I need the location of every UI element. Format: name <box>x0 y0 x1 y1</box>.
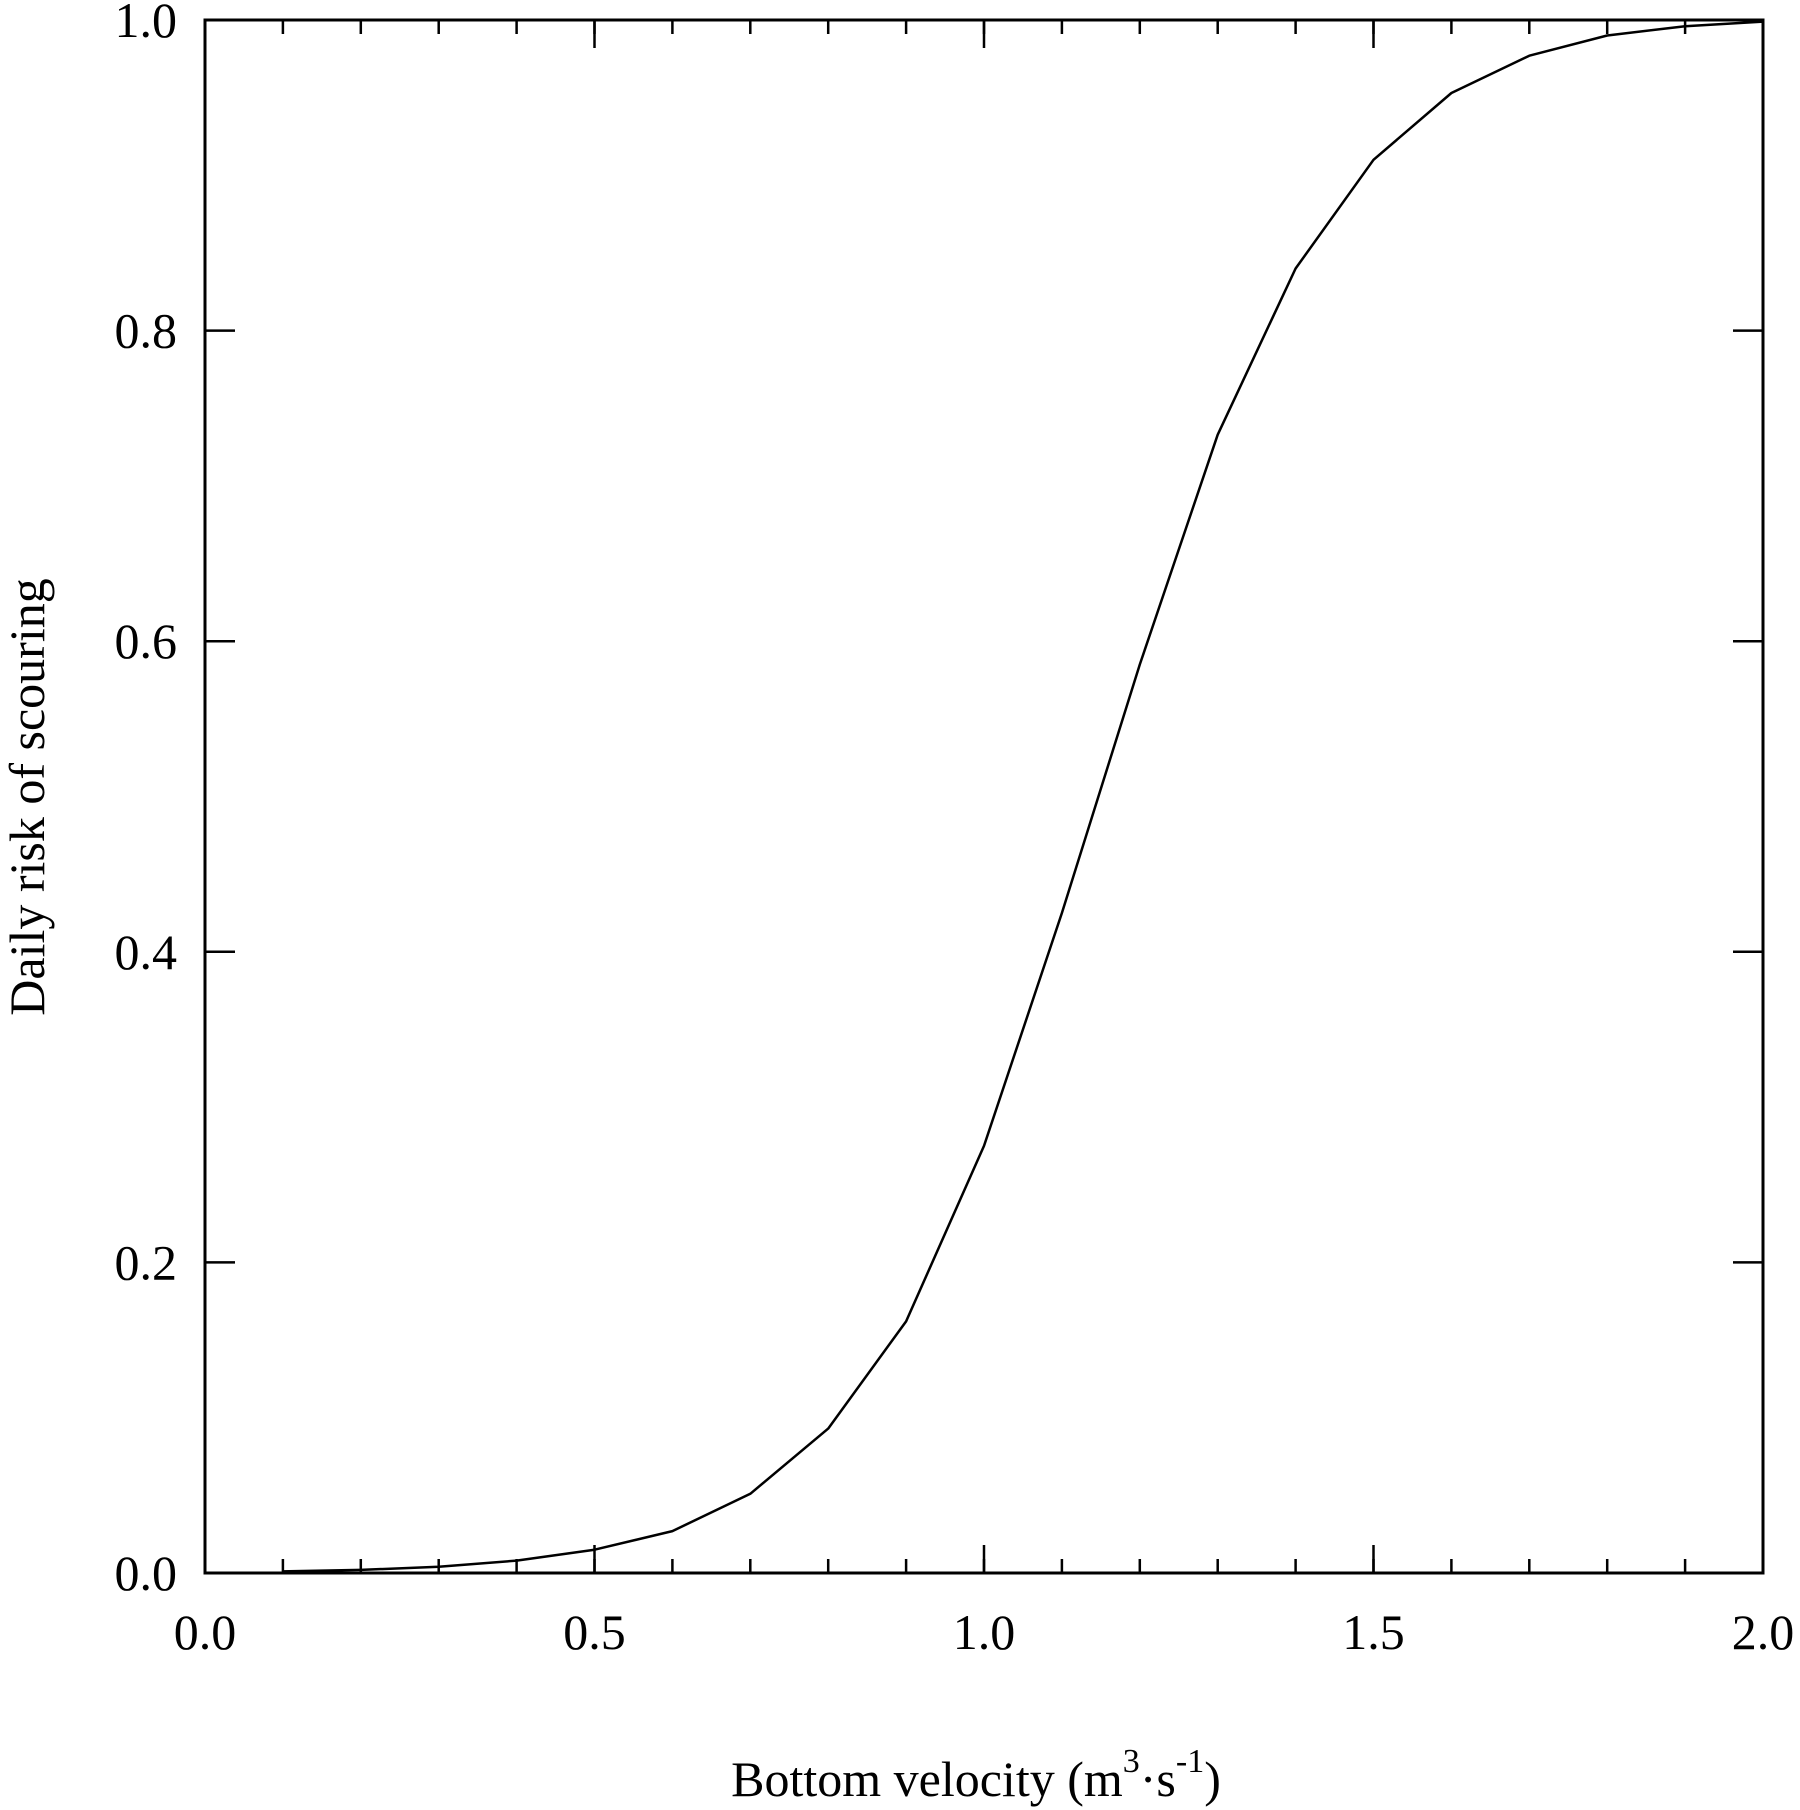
x-axis-ticks <box>203 20 1765 1573</box>
series-line <box>282 20 1764 1573</box>
y-tick-label: 0.0 <box>115 1545 178 1601</box>
x-axis-label-sup2: -1 <box>1176 1743 1204 1780</box>
y-tick-label: 0.4 <box>115 924 178 980</box>
y-tick-label: 0.8 <box>115 303 178 359</box>
x-tick-label: 0.5 <box>563 1604 626 1660</box>
x-axis-label: Bottom velocity (m3·s-1) <box>731 1743 1221 1807</box>
y-axis-tick-labels: 0.0 0.2 0.4 0.6 0.8 1.0 <box>115 0 178 1601</box>
plot-frame <box>203 18 1765 1575</box>
x-axis-label-mid: ·s <box>1140 1751 1176 1807</box>
y-axis-label: Daily risk of scouring <box>0 578 55 1015</box>
y-axis-ticks <box>205 18 1763 1575</box>
x-axis-label-main: Bottom velocity (m <box>731 1751 1123 1807</box>
y-tick-label: 1.0 <box>115 0 178 48</box>
x-tick-label: 0.0 <box>174 1604 237 1660</box>
y-tick-label: 0.2 <box>115 1234 178 1290</box>
x-axis-label-sup1: 3 <box>1123 1743 1140 1780</box>
x-tick-label: 1.0 <box>953 1604 1016 1660</box>
x-axis-label-end: ) <box>1204 1751 1221 1807</box>
x-axis-tick-labels: 0.0 0.5 1.0 1.5 2.0 <box>174 1604 1795 1660</box>
y-tick-label: 0.6 <box>115 613 178 669</box>
x-tick-label: 1.5 <box>1342 1604 1405 1660</box>
x-tick-label: 2.0 <box>1732 1604 1795 1660</box>
plot-area <box>203 18 1765 1575</box>
